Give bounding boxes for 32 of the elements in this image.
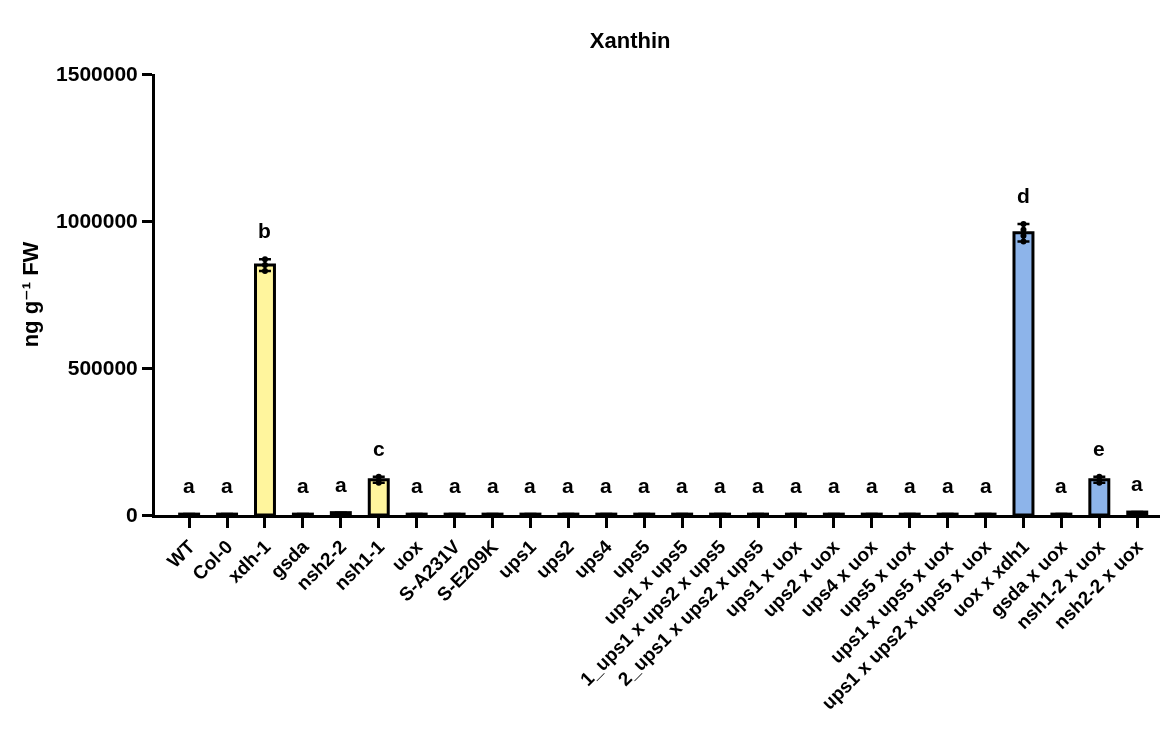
y-tick-label: 1500000 bbox=[56, 62, 138, 86]
y-tick-label: 500000 bbox=[67, 356, 138, 380]
data-label: a bbox=[1055, 474, 1067, 497]
data-label: a bbox=[790, 474, 802, 497]
data-label: a bbox=[980, 474, 992, 497]
y-axis-title: ng g⁻¹ FW bbox=[17, 241, 43, 348]
data-label: a bbox=[297, 474, 309, 497]
data-label: a bbox=[335, 473, 347, 496]
data-label: a bbox=[904, 474, 916, 497]
y-tick-label: 1000000 bbox=[56, 209, 138, 233]
data-label: a bbox=[714, 474, 726, 497]
data-label: a bbox=[183, 474, 195, 497]
data-label: e bbox=[1093, 437, 1105, 460]
data-label: d bbox=[1017, 184, 1030, 207]
data-label: a bbox=[752, 474, 764, 497]
data-label: a bbox=[828, 474, 840, 497]
y-tick-label: 0 bbox=[126, 503, 138, 527]
data-label: a bbox=[562, 474, 574, 497]
chart-title: Xanthin bbox=[589, 27, 671, 53]
data-label: a bbox=[676, 474, 688, 497]
data-label: a bbox=[221, 474, 233, 497]
data-label: a bbox=[487, 474, 499, 497]
data-label: a bbox=[942, 474, 954, 497]
data-label: a bbox=[411, 474, 423, 497]
data-label: a bbox=[449, 474, 461, 497]
data-label: a bbox=[524, 474, 536, 497]
data-label: b bbox=[258, 219, 271, 242]
data-label: a bbox=[866, 474, 878, 497]
data-label: a bbox=[600, 474, 612, 497]
data-label: c bbox=[373, 437, 385, 460]
data-label: a bbox=[1131, 472, 1143, 495]
data-label: a bbox=[638, 474, 650, 497]
